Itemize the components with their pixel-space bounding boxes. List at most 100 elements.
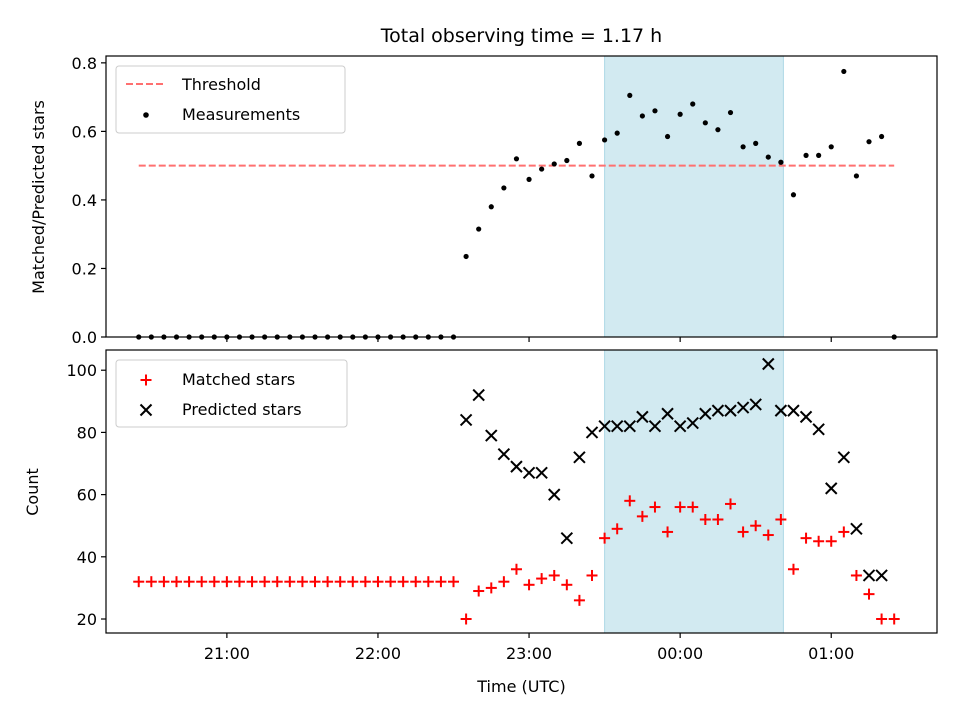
matched-star-point [586, 569, 598, 581]
matched-star-point [422, 576, 434, 588]
matched-star-point [649, 501, 661, 513]
top-panel: 0.00.20.40.60.8 Matched/Predicted stars … [29, 54, 938, 347]
top-y-ticks: 0.0 0.2 0.4 0.6 0.8 [72, 54, 106, 347]
matched-star-point [611, 523, 623, 535]
matched-star-point [699, 513, 711, 525]
predicted-star-point [573, 451, 586, 464]
predicted-star-point [560, 531, 574, 545]
matched-star-point [410, 576, 422, 588]
measurement-point [853, 173, 860, 179]
xtick-label: 21:00 [204, 644, 250, 663]
bottom-legend: Matched stars Predicted stars [115, 359, 348, 428]
legend-threshold-label: Threshold [181, 75, 261, 94]
predicted-star-point [610, 419, 624, 433]
measurement-point [627, 92, 633, 99]
matched-star-point [334, 576, 346, 588]
legend-predicted-marker [139, 403, 153, 417]
top-legend: Threshold Measurements [115, 65, 346, 134]
measurement-point [551, 161, 557, 167]
matched-star-point [687, 501, 699, 513]
matched-star-point [750, 520, 762, 532]
matched-star-point [725, 498, 737, 510]
predicted-star-point [762, 357, 775, 371]
bottom-shaded-span-layer [604, 350, 784, 633]
matched-star-point [536, 573, 548, 585]
predicted-star-point [862, 569, 876, 582]
top-ytick-label: 0.6 [72, 122, 97, 141]
predicted-star-point [485, 429, 498, 442]
matched-star-point [573, 594, 585, 606]
matched-star-point [359, 576, 371, 588]
predicted-star-point [724, 404, 737, 417]
xtick-label: 01:00 [808, 644, 854, 663]
measurement-point [778, 159, 784, 165]
measurement-point [841, 68, 847, 75]
matched-star-point [548, 569, 560, 581]
measurement-point [614, 130, 620, 136]
measurement-point [602, 137, 608, 143]
matched-star-point [233, 576, 245, 588]
matched-star-point [825, 535, 837, 547]
predicted-star-point [661, 407, 674, 420]
measurement-point [828, 144, 834, 150]
matched-star-point [322, 576, 334, 588]
matched-star-point [876, 613, 888, 625]
predicted-star-point [522, 466, 536, 480]
matched-star-point [498, 576, 510, 588]
matched-star-point [158, 576, 170, 588]
predicted-star-point [875, 569, 888, 582]
predicted-star-point [459, 413, 473, 427]
matched-stars-layer [133, 495, 900, 625]
bottom-ytick-label: 40 [77, 548, 97, 567]
matched-star-point [208, 576, 220, 588]
measurement-point [526, 176, 532, 182]
matched-star-point [737, 526, 749, 538]
bottom-legend-frame [115, 359, 348, 428]
measurement-point [879, 133, 885, 140]
predicted-star-point [585, 426, 599, 439]
matched-star-point [850, 569, 862, 581]
predicted-star-point [497, 447, 511, 461]
matched-star-point [523, 579, 535, 591]
predicted-star-point [598, 419, 611, 433]
legend-predicted-swatch [139, 403, 153, 417]
predicted-star-point [774, 404, 788, 417]
matched-star-point [296, 576, 308, 588]
chart-title: Total observing time = 1.17 h [380, 25, 662, 47]
measurement-point [677, 111, 683, 117]
matched-star-point [271, 576, 283, 588]
bottom-ytick-label: 20 [77, 610, 97, 629]
matched-star-point [133, 576, 145, 588]
matched-star-point [246, 576, 258, 588]
predicted-star-point [535, 466, 548, 480]
predicted-stars-layer [459, 357, 888, 582]
measurement-point [727, 109, 734, 116]
observing-span [604, 350, 784, 633]
matched-star-point [510, 563, 522, 575]
predicted-star-point [510, 460, 523, 473]
predicted-star-point [636, 410, 649, 424]
predicted-star-point [673, 419, 687, 433]
top-ytick-label: 0.4 [72, 191, 97, 210]
matched-star-point [145, 576, 157, 588]
predicted-star-point [472, 388, 485, 402]
legend-matched-swatch [140, 374, 152, 386]
top-y-axis-label: Matched/Predicted stars [29, 100, 48, 294]
measurement-point [501, 185, 507, 191]
matched-star-point [347, 576, 359, 588]
matched-star-point [397, 576, 409, 588]
legend-predicted-label: Predicted stars [182, 400, 302, 419]
matched-star-point [800, 532, 812, 544]
matched-star-point [460, 613, 472, 625]
matched-star-point [372, 576, 384, 588]
bottom-panel: 20 40 60 80 100 21:00 22:00 23:00 00:00 01:00 Co… [23, 349, 938, 696]
predicted-star-point [799, 410, 813, 424]
predicted-star-point [850, 522, 863, 536]
x-axis-label: Time (UTC) [476, 677, 565, 696]
matched-star-point [385, 576, 397, 588]
matched-star-point [196, 576, 208, 588]
measurement-point [803, 152, 809, 158]
measurement-point [463, 253, 469, 260]
predicted-star-point [623, 419, 636, 433]
measurement-point [488, 204, 494, 210]
